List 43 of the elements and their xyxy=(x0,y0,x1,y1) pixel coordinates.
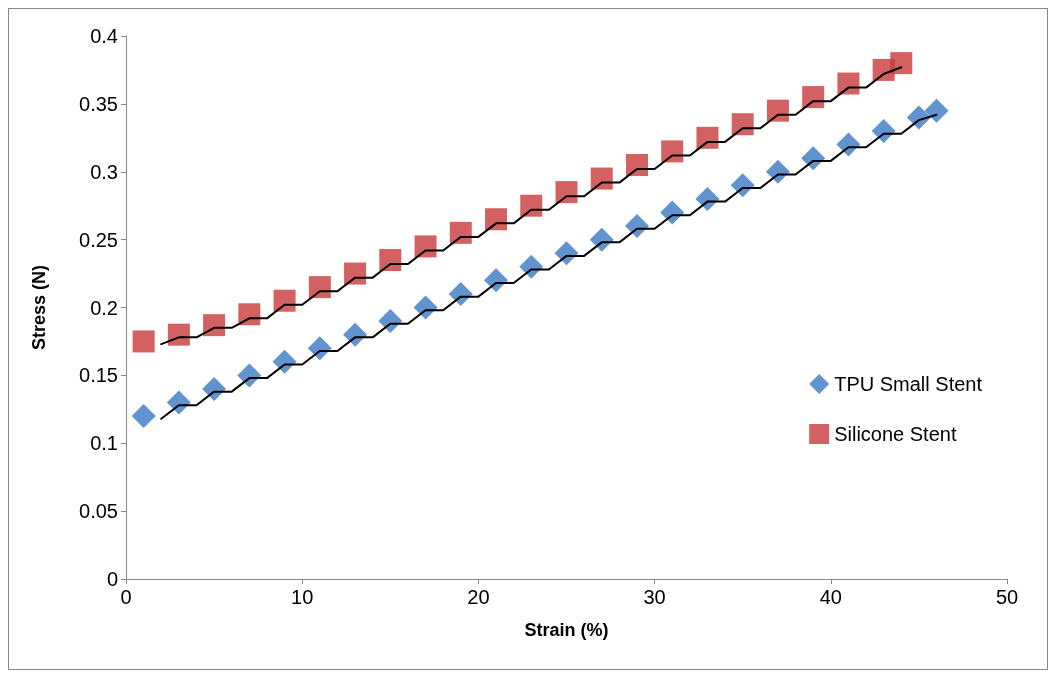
y-tick-label: 0 xyxy=(106,568,118,590)
y-tick-label: 0.4 xyxy=(90,25,118,47)
x-tick-label: 10 xyxy=(291,586,314,608)
point xyxy=(167,323,190,346)
point xyxy=(802,86,825,109)
point xyxy=(414,235,437,258)
point xyxy=(273,289,296,312)
y-tick-label: 0.15 xyxy=(79,364,118,387)
point xyxy=(731,113,754,136)
x-tick-label: 20 xyxy=(467,586,490,608)
legend-label: Silicone Stent xyxy=(834,423,957,445)
x-tick-label: 0 xyxy=(120,586,132,608)
point xyxy=(890,52,913,75)
x-tick-label: 50 xyxy=(995,586,1019,608)
point xyxy=(520,194,543,217)
point xyxy=(625,153,648,176)
point xyxy=(924,98,949,123)
y-tick-label: 0.1 xyxy=(90,432,118,455)
point xyxy=(696,126,719,149)
point xyxy=(203,314,226,337)
y-tick-label: 0.35 xyxy=(79,92,118,115)
point xyxy=(661,140,684,163)
point xyxy=(131,404,156,429)
point xyxy=(238,303,261,326)
point xyxy=(449,221,472,244)
point xyxy=(485,208,508,231)
point xyxy=(132,330,155,353)
y-tick-label: 0.3 xyxy=(90,160,118,183)
y-axis-title: Stress (N) xyxy=(29,264,49,351)
point xyxy=(308,276,331,299)
x-axis-title: Strain (%) xyxy=(524,620,609,640)
y-tick-label: 0.2 xyxy=(90,296,118,319)
point xyxy=(590,167,613,190)
x-tick-label: 30 xyxy=(643,586,666,608)
point xyxy=(379,248,402,271)
y-tick-label: 0.25 xyxy=(79,228,118,251)
legend-label: TPU Small Stent xyxy=(834,373,983,395)
point xyxy=(344,262,367,285)
point xyxy=(766,99,789,122)
point xyxy=(837,72,860,95)
x-tick-label: 40 xyxy=(819,586,842,608)
y-tick-label: 0.05 xyxy=(79,500,118,523)
point xyxy=(555,181,578,204)
